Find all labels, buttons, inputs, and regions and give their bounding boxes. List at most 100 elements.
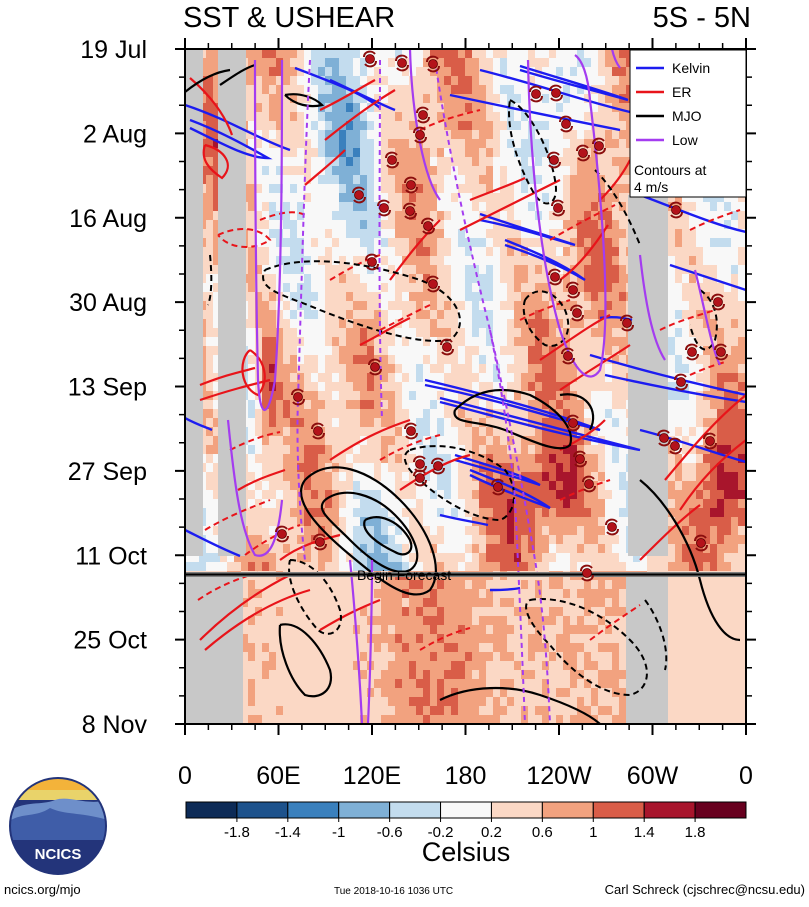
sst-cell xyxy=(724,490,732,500)
sst-cell xyxy=(388,292,396,302)
sst-cell xyxy=(493,499,501,509)
sst-cell xyxy=(388,553,396,563)
sst-cell xyxy=(549,436,557,446)
sst-cell xyxy=(402,382,410,392)
sst-cell xyxy=(213,463,221,473)
sst-cell xyxy=(710,229,718,239)
sst-cell xyxy=(486,193,494,203)
sst-cell xyxy=(206,220,214,230)
sst-cell xyxy=(297,121,305,131)
sst-cell xyxy=(206,337,214,347)
sst-cell xyxy=(283,157,291,167)
sst-cell xyxy=(269,553,277,563)
sst-cell xyxy=(514,427,522,437)
sst-cell xyxy=(619,202,627,212)
sst-cell xyxy=(682,337,690,347)
sst-cell xyxy=(430,436,438,446)
sst-cell xyxy=(668,508,676,518)
sst-cell xyxy=(374,382,382,392)
sst-cell xyxy=(507,202,515,212)
sst-cell xyxy=(318,490,326,500)
sst-cell xyxy=(472,292,480,302)
sst-cell xyxy=(605,490,613,500)
sst-cell xyxy=(563,85,571,95)
sst-cell xyxy=(283,445,291,455)
sst-cell xyxy=(507,112,515,122)
sst-cell xyxy=(514,346,522,356)
sst-cell xyxy=(423,139,431,149)
sst-cell xyxy=(325,409,333,419)
sst-cell xyxy=(353,211,361,221)
sst-cell xyxy=(185,562,193,572)
sst-cell xyxy=(479,346,487,356)
sst-cell xyxy=(318,265,326,275)
sst-cell xyxy=(423,364,431,374)
sst-cell xyxy=(255,499,263,509)
sst-cell xyxy=(535,49,543,59)
sst-cell xyxy=(486,283,494,293)
sst-cell xyxy=(360,436,368,446)
sst-cell xyxy=(430,517,438,527)
sst-cell xyxy=(577,229,585,239)
sst-cell xyxy=(696,418,704,428)
sst-cell xyxy=(465,562,473,572)
sst-cell xyxy=(619,409,627,419)
sst-cell xyxy=(206,139,214,149)
sst-cell xyxy=(262,130,270,140)
sst-cell xyxy=(486,418,494,428)
sst-cell xyxy=(444,247,452,257)
sst-cell xyxy=(367,301,375,311)
sst-cell xyxy=(290,49,298,59)
sst-cell xyxy=(458,490,466,500)
sst-cell xyxy=(374,319,382,329)
sst-cell xyxy=(290,373,298,383)
sst-cell xyxy=(521,346,529,356)
sst-cell xyxy=(395,598,403,608)
sst-cell xyxy=(577,211,585,221)
sst-cell xyxy=(451,229,459,239)
sst-cell xyxy=(304,454,312,464)
sst-cell xyxy=(430,481,438,491)
sst-cell xyxy=(388,94,396,104)
sst-cell xyxy=(682,310,690,320)
sst-cell xyxy=(717,553,725,563)
sst-cell xyxy=(591,382,599,392)
sst-cell xyxy=(458,292,466,302)
sst-cell xyxy=(556,139,564,149)
sst-cell xyxy=(521,526,529,536)
sst-cell xyxy=(353,508,361,518)
sst-cell xyxy=(598,400,606,410)
sst-cell xyxy=(451,184,459,194)
sst-cell xyxy=(542,211,550,221)
sst-cell xyxy=(297,382,305,392)
sst-cell xyxy=(318,121,326,131)
sst-cell xyxy=(248,265,256,275)
sst-cell xyxy=(738,382,746,392)
sst-cell xyxy=(493,121,501,131)
sst-cell xyxy=(584,544,592,554)
sst-cell xyxy=(395,427,403,437)
sst-cell xyxy=(318,220,326,230)
sst-cell xyxy=(535,562,543,572)
sst-cell xyxy=(276,220,284,230)
sst-cell xyxy=(283,76,291,86)
sst-cell xyxy=(451,247,459,257)
sst-cell xyxy=(374,517,382,527)
sst-cell xyxy=(703,229,711,239)
sst-cell xyxy=(584,445,592,455)
sst-cell xyxy=(619,85,627,95)
sst-cell xyxy=(395,202,403,212)
sst-cell xyxy=(479,508,487,518)
sst-cell xyxy=(570,445,578,455)
sst-cell xyxy=(668,589,676,599)
sst-cell xyxy=(472,67,480,77)
sst-cell xyxy=(367,418,375,428)
sst-cell xyxy=(381,436,389,446)
sst-cell xyxy=(605,301,613,311)
sst-cell xyxy=(388,238,396,248)
sst-cell xyxy=(577,562,585,572)
sst-cell xyxy=(332,76,340,86)
sst-cell xyxy=(605,391,613,401)
sst-cell xyxy=(318,589,326,599)
sst-cell xyxy=(584,373,592,383)
